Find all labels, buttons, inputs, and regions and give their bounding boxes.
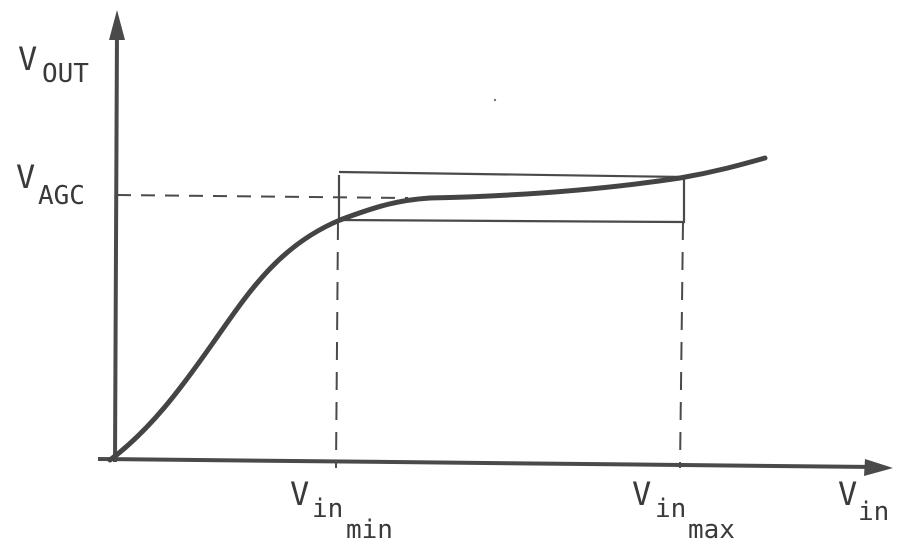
y-axis-label-main: V: [18, 40, 37, 78]
vin-max-label-main: V: [632, 475, 651, 513]
agc-label-main: V: [16, 158, 35, 196]
vin-min-dashed-line: [335, 221, 339, 469]
agc-level-dashed-line: [116, 194, 409, 199]
x-axis-arrowhead: [864, 459, 893, 476]
scan-dot: [493, 98, 497, 102]
vin-min-label-main: V: [290, 475, 309, 513]
x-axis: [97, 457, 876, 469]
vin-max-dashed-line: [679, 221, 684, 469]
y-axis-arrowhead: [109, 10, 125, 40]
x-axis-label: V in: [838, 475, 889, 527]
vin-min-label-sub: in: [312, 494, 343, 524]
x-axis-label-main: V: [838, 475, 857, 513]
vin-min-label-subsub: min: [346, 515, 393, 545]
y-axis-label: V OUT: [18, 40, 89, 89]
agc-label-sub: AGC: [38, 181, 85, 211]
vin-min-label: V in min: [290, 475, 393, 545]
y-axis: [113, 29, 119, 463]
vin-max-label: V in max: [632, 475, 735, 545]
vin-max-label-sub: in: [655, 494, 686, 524]
agc-window-box: [337, 170, 686, 224]
vin-max-label-subsub: max: [688, 515, 735, 545]
x-axis-label-sub: in: [858, 497, 889, 527]
transfer-curve: [107, 155, 768, 463]
agc-level-label: V AGC: [16, 158, 85, 211]
y-axis-label-sub: OUT: [42, 59, 89, 89]
